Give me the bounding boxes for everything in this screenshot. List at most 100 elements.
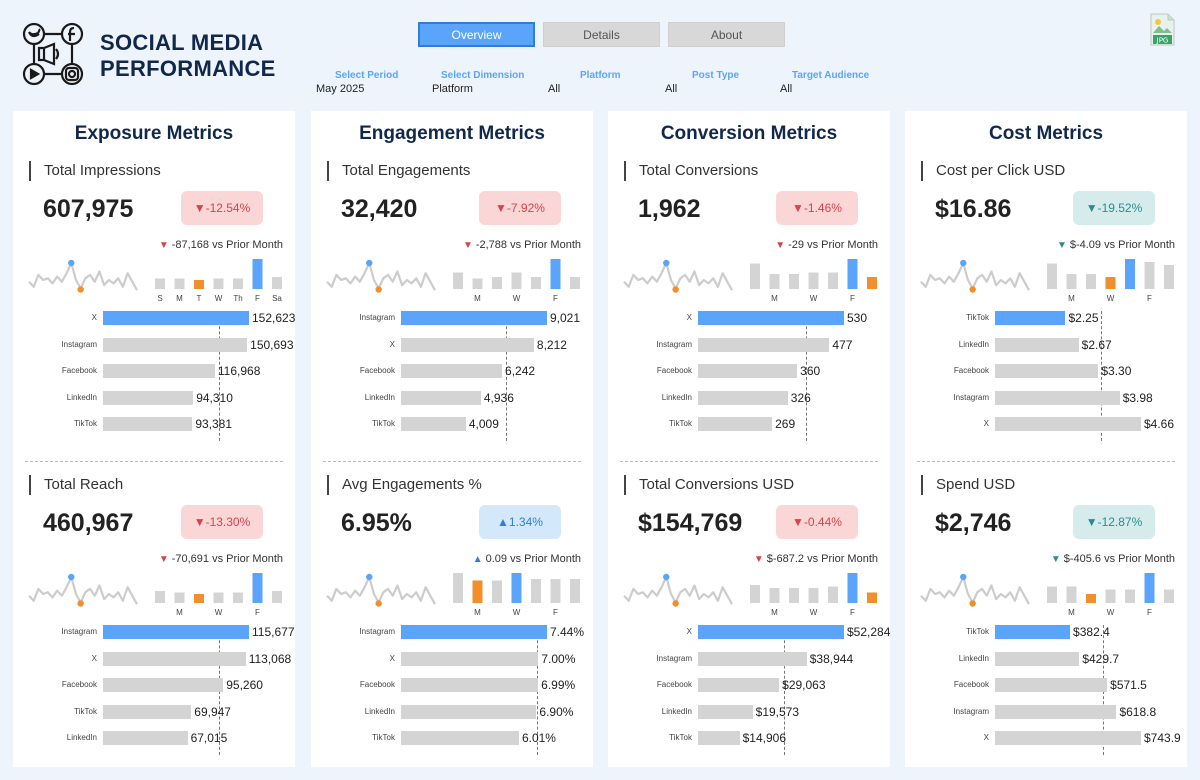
platform-bar-row[interactable]: X 7.00%: [319, 651, 587, 666]
platform-bar: [995, 311, 1066, 325]
platform-bar: [698, 390, 788, 405]
platform-bar-row[interactable]: TikTok 69,947: [21, 704, 289, 719]
platform-bar-row[interactable]: Facebook $29,063: [616, 678, 884, 692]
weekday-bar: [213, 592, 224, 603]
platform-bar-row[interactable]: LinkedIn 94,310: [21, 390, 289, 405]
platform-value: 6.01%: [521, 731, 556, 745]
platform-name: LinkedIn: [66, 733, 97, 742]
kpi-section: Total Reach 460,967 ▼-13.30% ▼ -70,691 vs Pr…: [13, 473, 295, 780]
platform-bar-row[interactable]: Instagram 115,677: [21, 625, 295, 639]
section-divider: [25, 461, 283, 462]
change-badge: ▼-13.30%: [181, 505, 263, 539]
platform-bar-row[interactable]: X $743.9: [913, 731, 1181, 745]
platform-bar-row[interactable]: Facebook 360: [616, 364, 884, 378]
weekday-label: F: [255, 294, 260, 303]
platform-name: TikTok: [372, 419, 395, 428]
platform-bar-row[interactable]: Instagram $38,944: [616, 651, 884, 666]
platform-bar: [698, 625, 844, 639]
platform-bar-row[interactable]: TikTok $14,906: [616, 731, 884, 745]
filter-post-type[interactable]: Post Type All: [665, 70, 739, 95]
platform-bar: [995, 390, 1120, 405]
platform-bar-row[interactable]: Instagram 9,021: [319, 311, 587, 325]
filter-value: Platform: [432, 83, 473, 95]
platform-bar-row[interactable]: Instagram 477: [616, 337, 884, 352]
platform-value: 150,693: [250, 337, 294, 352]
weekday-bar: [769, 588, 780, 603]
platform-bar-row[interactable]: Facebook 6,242: [319, 364, 587, 378]
sparkline-min-point: [77, 600, 84, 607]
platform-bar-row[interactable]: LinkedIn 6.90%: [319, 704, 587, 719]
platform-name: Facebook: [359, 366, 395, 375]
weekday-bar: [1047, 586, 1057, 603]
platform-bar-row[interactable]: X 530: [616, 311, 884, 325]
sparkline-path: [28, 261, 138, 291]
platform-bar-row[interactable]: TikTok 269: [616, 417, 884, 431]
platform-bar-row[interactable]: Instagram $618.8: [913, 704, 1181, 719]
platform-bar-row[interactable]: X 8,212: [319, 337, 587, 352]
platform-bar-row[interactable]: LinkedIn $2.67: [913, 337, 1181, 352]
platform-bar-row[interactable]: Facebook 6.99%: [319, 678, 587, 692]
platform-bar-row[interactable]: Facebook $571.5: [913, 678, 1181, 692]
platform-value: 6,242: [505, 364, 536, 378]
tab-details[interactable]: Details: [543, 22, 660, 47]
platform-bar-row[interactable]: LinkedIn 67,015: [21, 731, 289, 745]
weekday-bar: [194, 280, 204, 289]
tab-overview[interactable]: Overview: [418, 22, 535, 47]
filter-dimension[interactable]: Select Dimension Platform: [432, 70, 524, 95]
platform-value: 4,936: [483, 390, 514, 405]
weekday-label: M: [771, 294, 778, 303]
kpi-value: $154,769: [638, 509, 743, 537]
platform-bar-row[interactable]: LinkedIn $429.7: [913, 651, 1181, 666]
jpg-export-icon[interactable]: JPG: [1150, 13, 1175, 46]
average-reference-line: [219, 311, 221, 441]
filter-period[interactable]: Select Period May 2025: [316, 70, 398, 95]
platform-bar-row[interactable]: TikTok $2.25: [913, 311, 1181, 325]
weekday-label: M: [1068, 294, 1075, 303]
weekday-bar: [213, 278, 224, 289]
average-reference-line: [784, 625, 786, 755]
prior-month-text: -70,691 vs Prior Month: [171, 553, 283, 565]
platform-value: $29,063: [782, 678, 826, 692]
platform-bar-chart: Instagram 7.44% X 7.00% Facebook 6.99% LinkedI…: [319, 625, 587, 755]
trend-arrow-icon: ▼: [158, 554, 169, 565]
platform-bar-row[interactable]: X $4.66: [913, 417, 1181, 431]
platform-bar-row[interactable]: Instagram $3.98: [913, 390, 1181, 405]
platform-bar-row[interactable]: X 152,623: [21, 311, 295, 325]
platform-name: LinkedIn: [958, 339, 989, 349]
platform-bar: [401, 731, 519, 745]
platform-bar-row[interactable]: Instagram 7.44%: [319, 625, 587, 639]
sparkline-max-point: [68, 259, 75, 267]
platform-bar-row[interactable]: Instagram 150,693: [21, 337, 294, 352]
weekday-bar: [750, 585, 760, 603]
platform-bar-row[interactable]: TikTok $382.4: [913, 625, 1181, 639]
filter-target-audience[interactable]: Target Audience All: [780, 70, 869, 95]
platform-bar-row[interactable]: LinkedIn 4,936: [319, 390, 587, 405]
filter-platform[interactable]: Platform All: [548, 70, 621, 95]
platform-bar: [103, 625, 249, 639]
platform-bar-row[interactable]: LinkedIn 326: [616, 390, 884, 405]
sparkline-min-point: [672, 286, 679, 293]
platform-value: $571.5: [1110, 678, 1147, 692]
platform-bar-row[interactable]: Facebook 116,968: [21, 364, 289, 378]
tab-about[interactable]: About: [668, 22, 785, 47]
sparkline-min-point: [969, 286, 976, 293]
weekday-bar: [472, 278, 483, 289]
kpi-section: Total Engagements 32,420 ▼-7.92% ▼ -2,788 vs…: [311, 159, 593, 469]
kpi-label: Total Reach: [29, 475, 123, 495]
platform-value: $743.9: [1144, 731, 1181, 745]
platform-bar-row[interactable]: Facebook 95,260: [21, 678, 289, 692]
weekday-label: W: [513, 608, 521, 617]
platform-bar-row[interactable]: X $52,284: [616, 625, 890, 639]
platform-bar-row[interactable]: TikTok 6.01%: [319, 731, 587, 745]
platform-name: X: [91, 653, 97, 663]
platform-bar-row[interactable]: TikTok 4,009: [319, 417, 587, 431]
filter-value: All: [548, 83, 561, 95]
weekday-bar: [492, 580, 502, 603]
platform-bar-row[interactable]: X 113,068: [21, 651, 291, 666]
sparkline-min-point: [672, 600, 679, 607]
platform-bar-chart: X 530 Instagram 477 Facebook 360 LinkedIn 326 Ti…: [616, 311, 884, 441]
platform-bar-row[interactable]: LinkedIn $19,573: [616, 704, 884, 719]
platform-bar-row[interactable]: TikTok 93,381: [21, 417, 289, 431]
platform-bar-row[interactable]: Facebook $3.30: [913, 364, 1181, 378]
kpi-section: Total Conversions USD $154,769 ▼-0.44% ▼ $-6…: [608, 473, 890, 780]
